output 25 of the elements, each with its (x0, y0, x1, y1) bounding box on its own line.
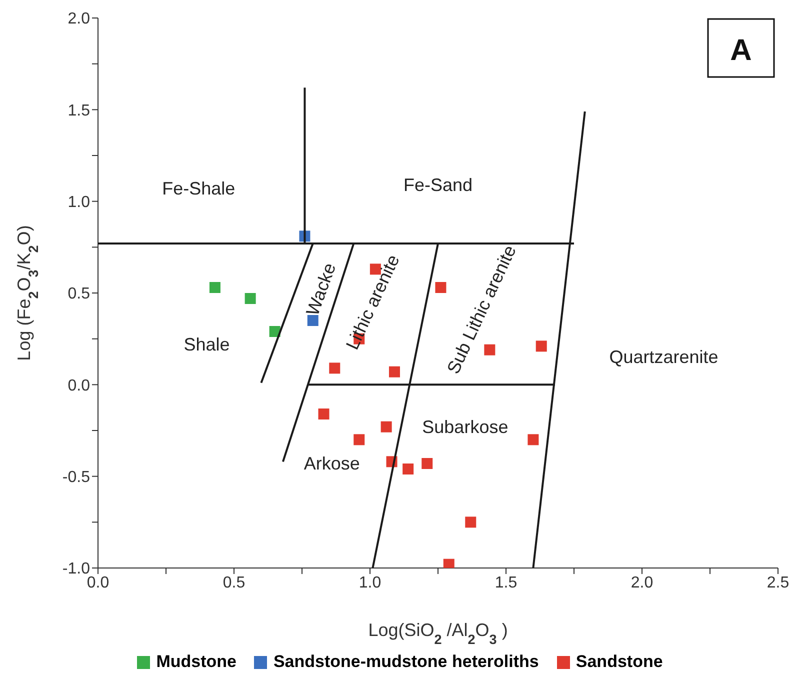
x-axis-title: Log(SiO$_{2}$ /Al$_{2}$O$_{3}$ ) (368, 620, 508, 646)
legend-label: Sandstone (574, 652, 663, 672)
y-tick-label: 2.0 (68, 10, 90, 28)
x-tick-label: 1.5 (494, 574, 518, 592)
y-tick-label: 1.5 (68, 102, 90, 120)
annotation: Fe-Sand (403, 174, 473, 195)
annotation: Lithic arenite (342, 252, 404, 353)
x-tick-label: 1.0 (358, 574, 382, 592)
annotation: Shale (184, 334, 230, 354)
annotation: Subarkose (422, 416, 508, 437)
legend-label: Sandstone-mudstone heteroliths (272, 652, 539, 672)
y-tick-label: 0.0 (68, 377, 90, 394)
x-tick-label: 0.5 (222, 574, 246, 592)
annotation: Wacke (302, 260, 340, 318)
y-tick-label: -0.5 (62, 469, 90, 486)
y-tick-label: 0.5 (68, 286, 90, 303)
annotation: A (730, 34, 752, 67)
x-tick-label: 2.5 (766, 574, 790, 592)
annotation: Quartzarenite (609, 347, 718, 368)
y-tick-label: 1.0 (68, 194, 90, 212)
annotation: Arkose (304, 454, 360, 474)
annotation: Fe-Shale (162, 178, 236, 198)
x-tick-label: 2.0 (630, 574, 654, 592)
annotation: Sub Lithic arenite (443, 242, 520, 377)
legend-label: Mudstone (155, 652, 236, 672)
